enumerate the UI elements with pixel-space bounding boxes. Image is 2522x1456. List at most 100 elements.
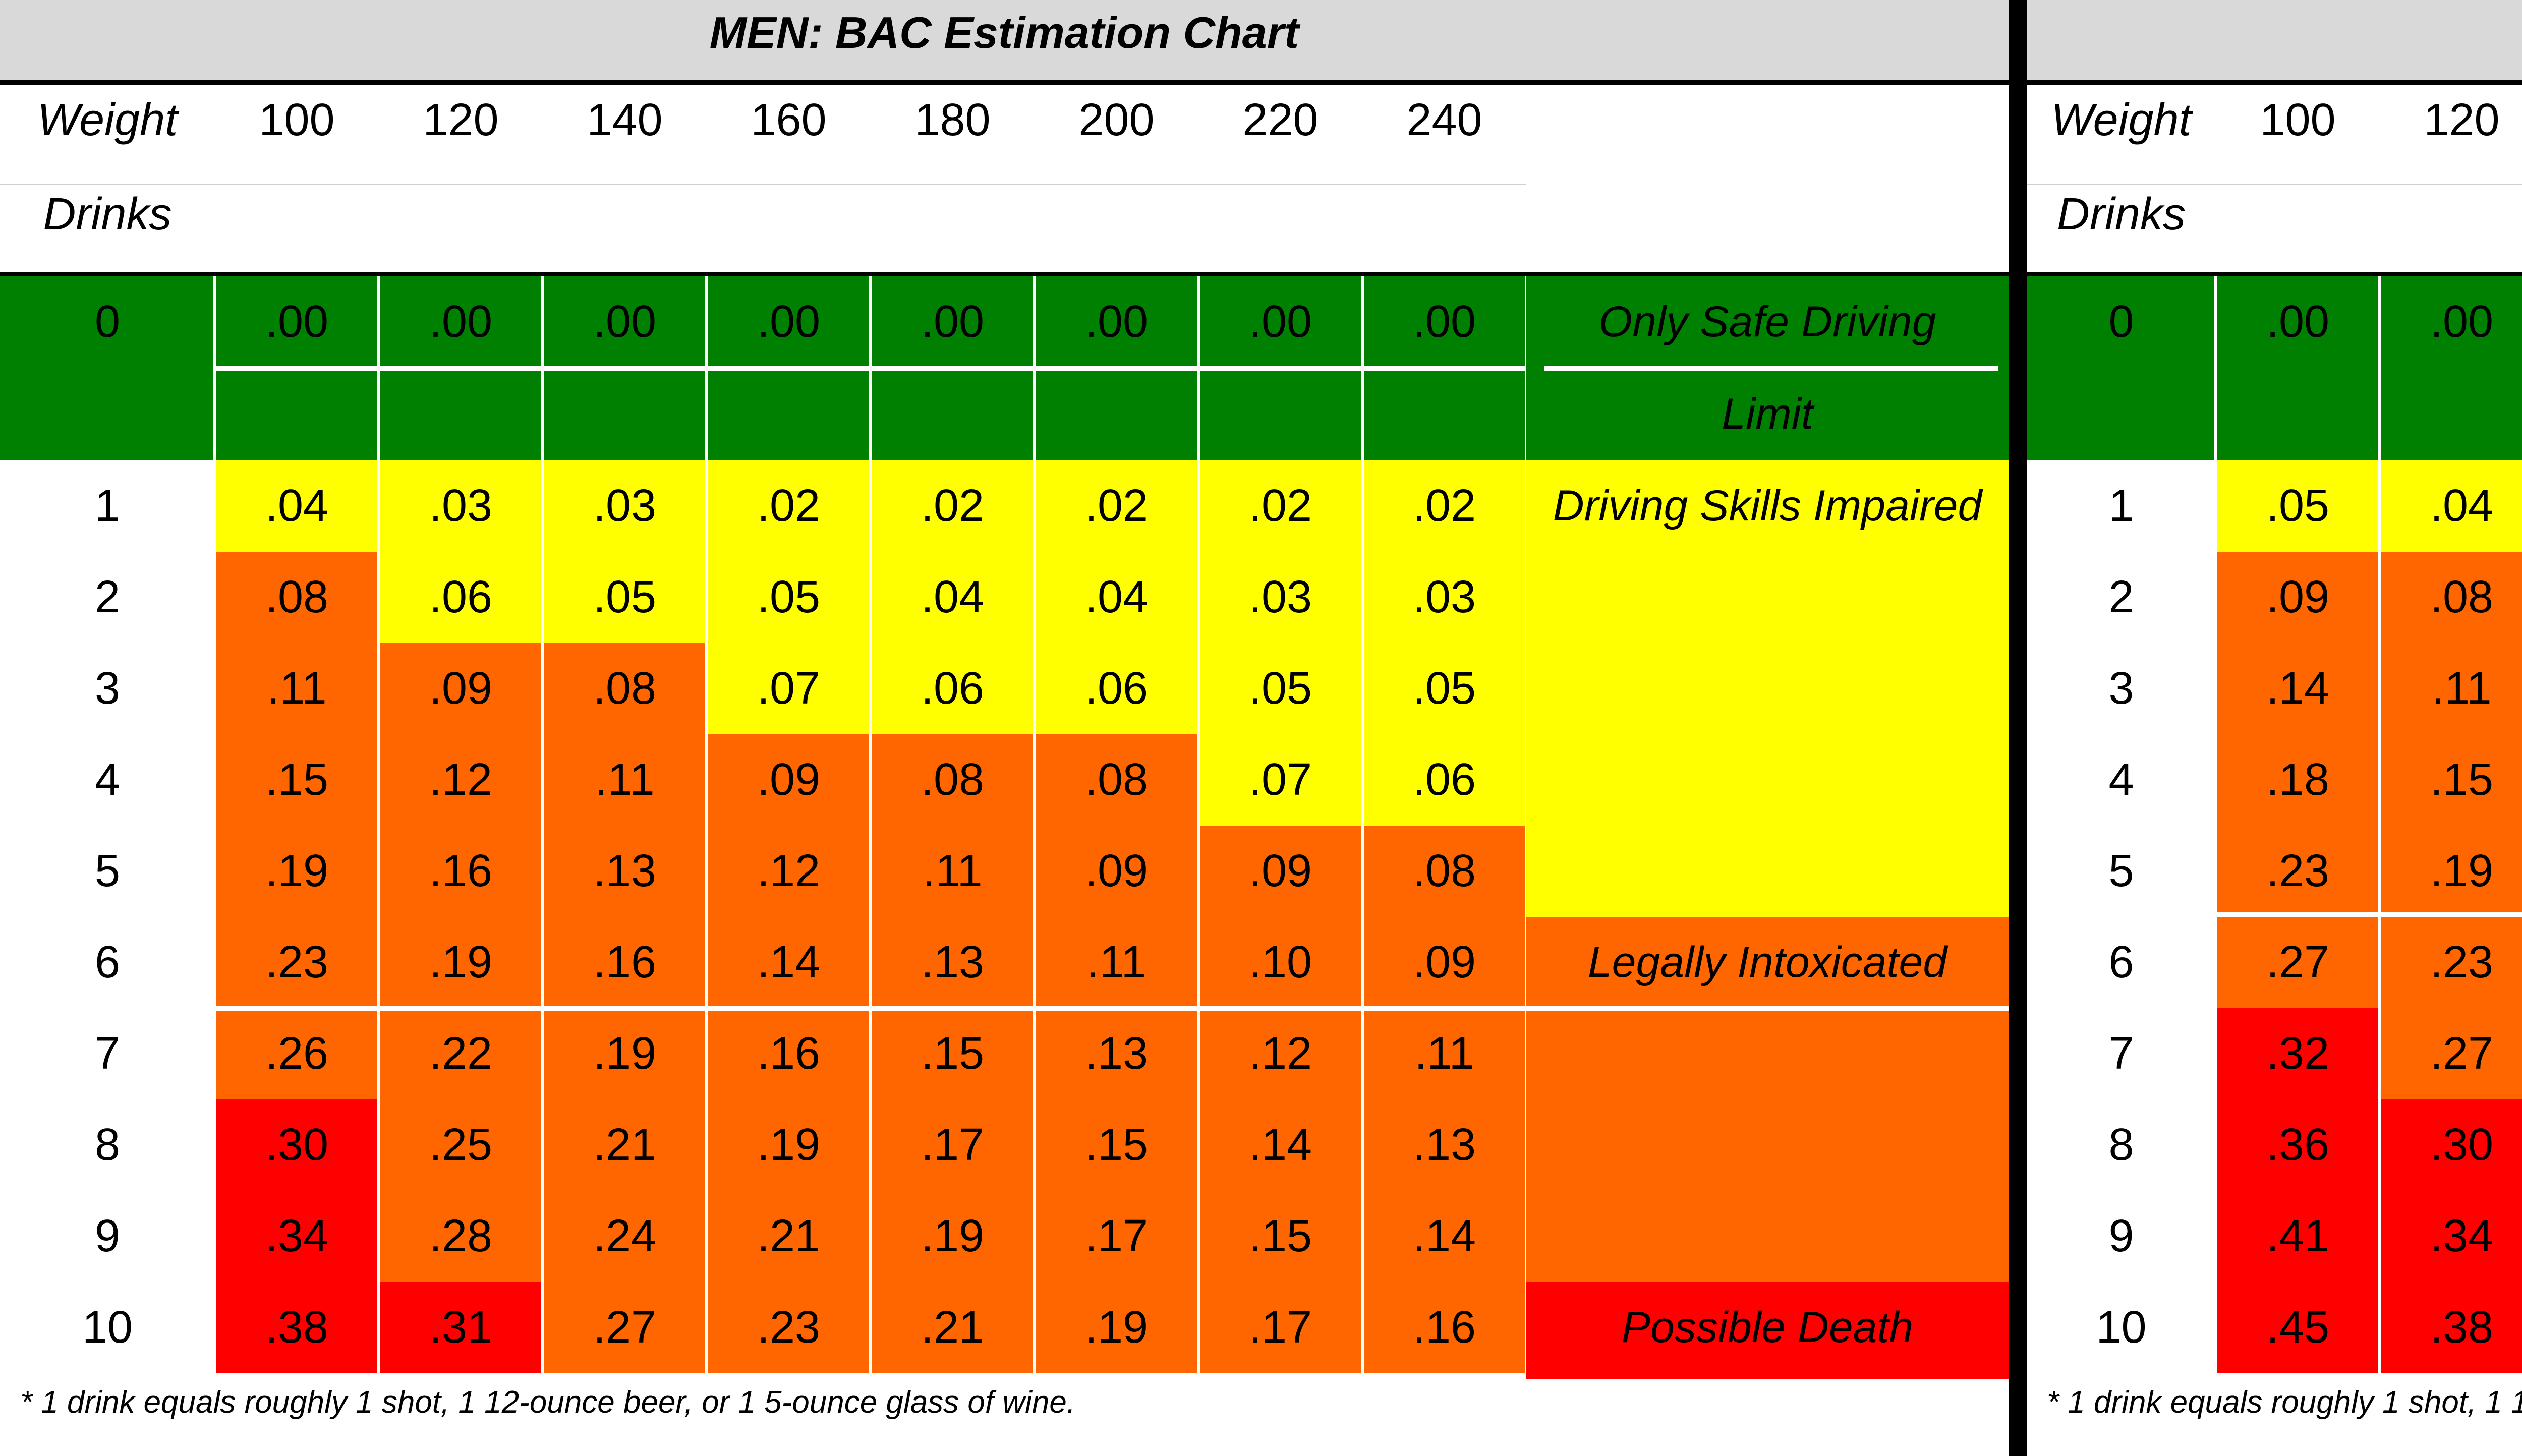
- bac-cell-bg: [1035, 1191, 1198, 1282]
- bac-cell-bg: [871, 460, 1035, 552]
- bac-value: .05: [757, 572, 821, 622]
- drinks-cell-bg: [2027, 276, 2216, 460]
- bac-value: .04: [265, 481, 329, 531]
- row-separator: [215, 1006, 2009, 1011]
- bac-value: .15: [1248, 1211, 1312, 1261]
- bac-value: .17: [1084, 1211, 1149, 1261]
- bac-value: .19: [2430, 846, 2494, 896]
- weight-header: 240: [1406, 95, 1482, 145]
- bac-cell-bg: [707, 826, 871, 917]
- bac-value: .41: [2266, 1211, 2330, 1261]
- bac-cell-bg: [543, 1282, 707, 1373]
- bac-value: .06: [429, 572, 493, 622]
- bac-value: .09: [1248, 846, 1312, 896]
- drinks-cell-bg: [0, 460, 215, 552]
- bac-value: .34: [265, 1211, 329, 1261]
- bac-value: .34: [2430, 1211, 2494, 1261]
- bac-value: .23: [265, 937, 329, 987]
- bac-value: .03: [1248, 572, 1312, 622]
- bac-cell-bg: [215, 826, 379, 917]
- bac-value: .15: [265, 754, 329, 805]
- bac-value: .19: [429, 937, 493, 987]
- bac-cell-bg: [215, 1282, 379, 1373]
- bac-cell-bg: [2216, 1008, 2380, 1099]
- bac-cell-bg: [1035, 917, 1198, 1008]
- bac-value: .23: [2430, 937, 2494, 987]
- bac-value: .21: [593, 1120, 657, 1170]
- bac-value: .19: [1084, 1302, 1149, 1353]
- bac-cell-bg: [707, 643, 871, 734]
- bac-value: .00: [1248, 297, 1312, 347]
- column-gridline: [377, 276, 380, 1373]
- bac-value: .30: [265, 1120, 329, 1170]
- bac-cell-bg: [1362, 1191, 1526, 1282]
- bac-value: .19: [265, 846, 329, 896]
- bac-cell-bg: [2380, 276, 2522, 460]
- bac-value: .00: [1084, 297, 1149, 347]
- bac-value: .21: [757, 1211, 821, 1261]
- bac-cell-bg: [1035, 1008, 1198, 1099]
- bac-cell-bg: [2380, 460, 2522, 552]
- drinks-count: 0: [94, 297, 121, 347]
- row-separator: [215, 366, 1526, 371]
- bac-value: .02: [1412, 481, 1476, 531]
- bac-cell-bg: [1198, 643, 1362, 734]
- bac-cell-bg: [871, 1282, 1035, 1373]
- bac-cell-bg: [1035, 552, 1198, 643]
- bac-cell-bg: [543, 552, 707, 643]
- bac-value: .00: [265, 297, 329, 347]
- bac-value: .18: [2266, 754, 2330, 805]
- bac-cell-bg: [1362, 460, 1526, 552]
- bac-cell-bg: [2380, 1099, 2522, 1191]
- zone-label-impaired: Driving Skills Impaired: [1553, 482, 1982, 530]
- bac-value: .14: [1248, 1120, 1312, 1170]
- bac-cell-bg: [379, 826, 543, 917]
- drinks-cell-bg: [0, 1099, 215, 1191]
- bac-value: .07: [1248, 754, 1312, 805]
- chart-title: WOMEN: BAC Estimation Chart: [2027, 0, 2522, 85]
- weight-header: 120: [2424, 95, 2500, 145]
- bac-value: .09: [1412, 937, 1476, 987]
- bac-cell-bg: [543, 1099, 707, 1191]
- drinks-count: 8: [94, 1120, 121, 1170]
- drinks-count: 7: [2108, 1028, 2134, 1079]
- bac-value: .27: [593, 1302, 657, 1353]
- drinks-cell-bg: [0, 1008, 215, 1099]
- drinks-cell-bg: [2027, 917, 2216, 1008]
- bac-value: .00: [921, 297, 985, 347]
- drinks-cell-bg: [0, 734, 215, 826]
- drinks-cell-bg: [2027, 1191, 2216, 1282]
- bac-cell-bg: [543, 1191, 707, 1282]
- drinks-count: 10: [2096, 1302, 2147, 1353]
- bac-value: .06: [921, 663, 985, 714]
- bac-cell-bg: [379, 1282, 543, 1373]
- drinks-cell-bg: [0, 826, 215, 917]
- drinks-label: Drinks: [43, 189, 172, 240]
- bac-cell-bg: [871, 643, 1035, 734]
- zone-label-intoxicated: Legally Intoxicated: [1587, 938, 1947, 986]
- bac-value: .05: [593, 572, 657, 622]
- bac-cell-bg: [871, 734, 1035, 826]
- bac-cell-bg: [871, 1191, 1035, 1282]
- bac-cell-bg: [215, 460, 379, 552]
- bac-value: .15: [921, 1028, 985, 1079]
- bac-cell-bg: [707, 1282, 871, 1373]
- row-separator: [1544, 366, 1998, 371]
- header-separator: [0, 184, 1526, 185]
- drinks-cell-bg: [0, 1282, 215, 1373]
- bac-cell-bg: [707, 1008, 871, 1099]
- drinks-count: 8: [2108, 1120, 2134, 1170]
- bac-value: .25: [429, 1120, 493, 1170]
- bac-value: .11: [595, 754, 655, 805]
- bac-cell-bg: [1035, 643, 1198, 734]
- zone-bg: [1526, 917, 2009, 1282]
- drinks-label: Drinks: [2056, 189, 2186, 240]
- bac-cell-bg: [1362, 734, 1526, 826]
- bac-value: .32: [2266, 1028, 2330, 1079]
- bac-value: .05: [2266, 481, 2330, 531]
- bac-cell-bg: [379, 734, 543, 826]
- bac-value: .15: [2430, 754, 2494, 805]
- bac-cell-bg: [379, 643, 543, 734]
- bac-value: .13: [921, 937, 985, 987]
- bac-value: .23: [2266, 846, 2330, 896]
